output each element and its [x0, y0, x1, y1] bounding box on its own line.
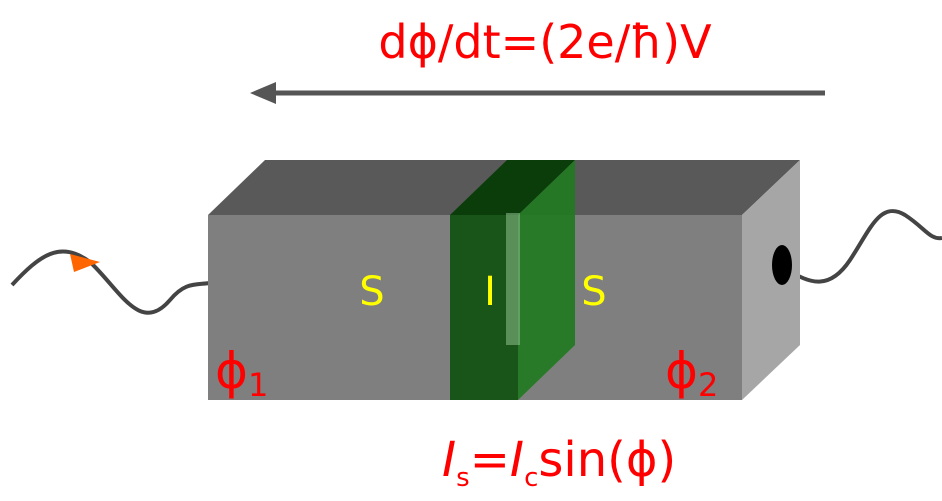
middle-label: I	[484, 269, 496, 315]
phase-label: ϕ1	[215, 342, 268, 404]
eq-part: =	[470, 432, 510, 488]
current-equation: Is=Icsin(ϕ)	[442, 432, 676, 493]
arrow-head	[250, 82, 276, 104]
right-wire	[783, 209, 942, 284]
box-side	[742, 160, 800, 400]
right-label: S	[581, 269, 606, 315]
left-label: S	[359, 269, 384, 315]
current-arrow	[70, 254, 100, 272]
phase-subscript: 2	[698, 366, 718, 404]
eq-part: sin(ϕ)	[538, 432, 676, 488]
eq-part: I	[510, 432, 524, 488]
phase-label: ϕ2	[665, 342, 718, 404]
phase-symbol: ϕ	[665, 342, 698, 400]
slab-highlight	[506, 213, 520, 345]
eq-part: I	[442, 432, 456, 488]
phase-symbol: ϕ	[215, 342, 248, 400]
wire-hole	[772, 245, 792, 285]
phase-subscript: 1	[248, 366, 268, 404]
slab-side	[518, 160, 575, 400]
left-wire	[10, 249, 211, 315]
slab-top	[450, 160, 575, 215]
eq-subscript: s	[456, 463, 470, 493]
eq-subscript: c	[524, 463, 538, 493]
phase-equation: dϕ/dt=(2e/ħ)V	[378, 15, 712, 69]
